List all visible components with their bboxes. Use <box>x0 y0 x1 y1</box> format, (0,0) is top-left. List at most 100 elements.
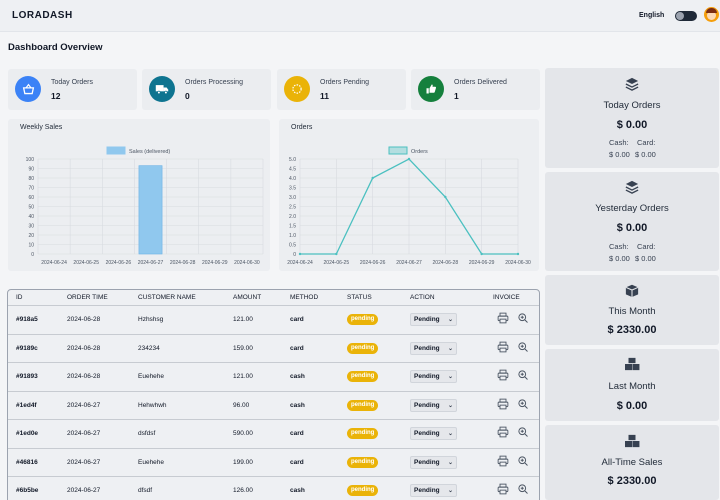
header-order-time[interactable]: ORDER TIME <box>67 294 108 301</box>
summary-yesterday-orders: Yesterday Orders $ 0.00 Cash: Card: $ 0.… <box>545 172 719 271</box>
summary-today-orders: Today Orders $ 0.00 Cash: Card: $ 0.00 $… <box>545 68 719 168</box>
spinner-icon <box>284 76 310 102</box>
layers-icon <box>545 77 719 94</box>
status-select-value: Pending <box>414 458 440 466</box>
order-amount: 199.00 <box>233 458 253 466</box>
header-amount[interactable]: AMOUNT <box>233 294 262 301</box>
payment-method: cash <box>290 401 305 409</box>
customer-name: Hehwhwh <box>138 401 167 409</box>
table-row[interactable]: #1ed0e 2024-06-27 dsfdsf 590.00 card pending P… <box>8 419 539 448</box>
order-id[interactable]: #918a5 <box>16 316 38 323</box>
status-select[interactable]: Pending ⌄ <box>410 455 457 469</box>
printer-icon[interactable] <box>497 483 509 495</box>
x-tick-label: 2024-06-30 <box>234 260 260 266</box>
table-row[interactable]: #6b5be 2024-06-27 dfsdf 126.00 cash pending Pe… <box>8 476 539 500</box>
y-tick-label: 80 <box>28 176 34 182</box>
status-badge: pending <box>347 485 379 496</box>
table-row[interactable]: #46816 2024-06-27 Euehehe 199.00 card pending… <box>8 447 539 477</box>
summary-amount: $ 2330.00 <box>607 475 657 487</box>
order-id[interactable]: #6b5be <box>16 487 39 494</box>
header-status[interactable]: STATUS <box>347 294 372 301</box>
order-id[interactable]: #1ed0e <box>16 430 39 437</box>
order-amount: 96.00 <box>233 401 250 409</box>
summary-title: All-Time Sales <box>601 457 663 468</box>
y-tick-label: 10 <box>28 243 34 249</box>
data-point <box>298 252 302 256</box>
avatar[interactable] <box>704 7 719 22</box>
payment-method: cash <box>290 487 305 494</box>
table-row[interactable]: #9189c 2024-06-28 234234 159.00 card pending P… <box>8 333 539 363</box>
header-id[interactable]: ID <box>16 294 23 301</box>
order-amount: 121.00 <box>233 373 253 380</box>
zoom-in-icon[interactable] <box>517 369 529 381</box>
header-method[interactable]: METHOD <box>290 294 319 301</box>
printer-icon[interactable] <box>497 341 509 353</box>
data-point <box>335 252 338 256</box>
layers-icon <box>545 180 719 197</box>
data-point <box>371 176 374 180</box>
zoom-in-icon[interactable] <box>517 483 529 495</box>
header-invoice[interactable]: INVOICE <box>493 294 520 301</box>
weekly-sales-title: Weekly Sales <box>20 124 63 131</box>
status-select[interactable]: Pending ⌄ <box>410 427 457 440</box>
y-tick-label: 30 <box>28 224 34 230</box>
page-title: Dashboard Overview <box>8 42 103 53</box>
stat-value: 0 <box>185 91 190 101</box>
zoom-in-icon[interactable] <box>517 455 529 467</box>
data-point <box>480 252 483 256</box>
printer-icon[interactable] <box>497 455 509 467</box>
x-tick-label: 2024-06-28 <box>433 260 459 266</box>
chevron-down-icon: ⌄ <box>447 374 453 380</box>
order-id[interactable]: #46816 <box>16 458 38 466</box>
zoom-in-icon[interactable] <box>517 398 529 410</box>
zoom-in-icon[interactable] <box>517 426 529 438</box>
customer-name: dfsdf <box>138 487 153 494</box>
x-tick-label: 2024-06-26 <box>106 260 132 266</box>
table-row[interactable]: #1ed4f 2024-06-27 Hehwhwh 96.00 cash pending P… <box>8 390 539 420</box>
order-id[interactable]: #91893 <box>16 373 38 380</box>
app-logo[interactable]: LORADASH <box>12 10 73 21</box>
y-tick-label: 4.5 <box>289 167 296 173</box>
chevron-down-icon: ⌄ <box>447 402 453 409</box>
x-tick-label: 2024-06-27 <box>396 260 422 266</box>
status-select-value: Pending <box>414 344 440 352</box>
header-customer-name[interactable]: CUSTOMER NAME <box>138 294 196 301</box>
status-badge: pending <box>347 428 379 439</box>
status-select[interactable]: Pending ⌄ <box>410 370 457 383</box>
status-select-value: Pending <box>414 487 440 494</box>
bar <box>138 165 163 255</box>
status-select[interactable]: Pending ⌄ <box>410 313 457 326</box>
header-action[interactable]: ACTION <box>410 294 435 301</box>
x-tick-label: 2024-06-30 <box>505 260 531 266</box>
printer-icon[interactable] <box>497 369 509 381</box>
language-selector[interactable]: English <box>639 12 665 19</box>
table-row[interactable]: #91893 2024-06-28 Euehehe 121.00 cash pending… <box>8 362 539 391</box>
zoom-in-icon[interactable] <box>517 341 529 353</box>
table-row[interactable]: #918a5 2024-06-28 Hzhshsg 121.00 card pending… <box>8 305 539 334</box>
order-amount: 159.00 <box>233 344 253 352</box>
status-select-value: Pending <box>414 373 440 380</box>
x-tick-label: 2024-06-24 <box>41 260 67 266</box>
y-tick-label: 3.0 <box>289 195 296 201</box>
top-bar: LORADASH English <box>0 0 720 32</box>
cash-value: $ 0.00 <box>609 254 630 263</box>
status-select[interactable]: Pending ⌄ <box>410 341 457 355</box>
status-select[interactable]: Pending ⌄ <box>410 484 457 497</box>
order-id[interactable]: #9189c <box>16 344 38 352</box>
avatar-face <box>707 11 716 20</box>
stat-card-today-orders: Today Orders 12 <box>8 69 137 110</box>
weekly-sales-chart: Sales (delivered) 0 10 20 30 40 50 60 70 80 90 100 2… <box>26 146 264 266</box>
zoom-in-icon[interactable] <box>517 312 529 324</box>
printer-icon[interactable] <box>497 398 509 410</box>
x-tick-label: 2024-06-25 <box>324 260 350 266</box>
stat-card-orders-processing: Orders Processing 0 <box>142 69 271 110</box>
order-id[interactable]: #1ed4f <box>16 401 37 409</box>
theme-toggle[interactable] <box>675 11 697 21</box>
boxes-icon <box>545 357 719 374</box>
status-select[interactable]: Pending ⌄ <box>410 398 457 412</box>
truck-icon <box>149 76 175 102</box>
printer-icon[interactable] <box>497 426 509 438</box>
printer-icon[interactable] <box>497 312 509 324</box>
x-tick-label: 2024-06-26 <box>360 260 386 266</box>
y-tick-label: 2.5 <box>289 205 296 211</box>
